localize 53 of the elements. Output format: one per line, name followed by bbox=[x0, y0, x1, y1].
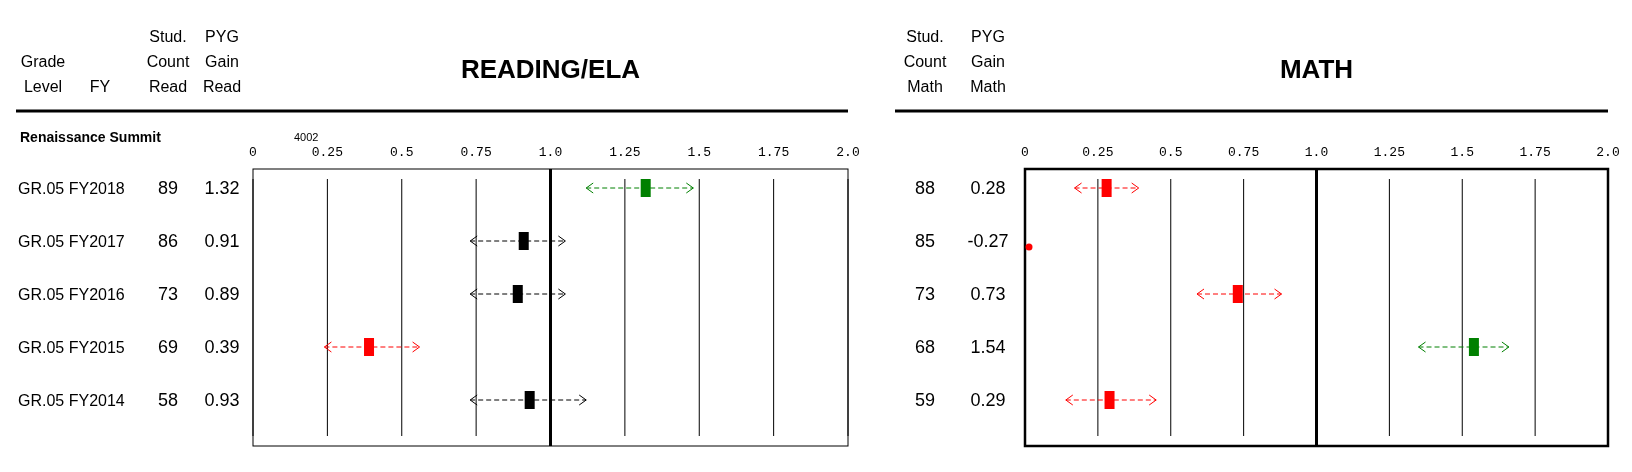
data-label: 88 bbox=[914, 178, 936, 198]
data-label: 0.91 bbox=[204, 231, 240, 251]
data-label: 0.28 bbox=[970, 178, 1006, 198]
x-tick-label: 1.75 bbox=[1519, 145, 1551, 160]
x-tick-label: 0.25 bbox=[1082, 145, 1114, 160]
x-tick-label: 0 bbox=[249, 145, 257, 160]
data-label: 0.73 bbox=[970, 284, 1006, 304]
x-tick-label: 1.0 bbox=[538, 145, 563, 160]
chart-title: READING/ELA bbox=[460, 54, 641, 84]
data-label: 0.89 bbox=[204, 284, 240, 304]
data-label: 68 bbox=[914, 337, 936, 357]
data-label: 73 bbox=[914, 284, 936, 304]
data-label: 86 bbox=[157, 231, 179, 251]
x-tick-label: 1.75 bbox=[758, 145, 790, 160]
data-label: 59 bbox=[914, 390, 936, 410]
text: PYG Gain Math bbox=[970, 28, 1006, 95]
x-tick-label: 0.75 bbox=[460, 145, 492, 160]
text: 4002 bbox=[294, 131, 319, 143]
x-tick-label: 0 bbox=[1021, 145, 1029, 160]
chart-title: MATH bbox=[1279, 54, 1354, 84]
data-label: 1.32 bbox=[204, 178, 240, 198]
y-tick-label: GR.05 FY2015 bbox=[18, 339, 125, 356]
data-label: 89 bbox=[157, 178, 179, 198]
data-label: 0.39 bbox=[204, 337, 240, 357]
data-label: 73 bbox=[157, 284, 179, 304]
text: Grade Level bbox=[20, 53, 66, 95]
text: Renaissance Summit bbox=[20, 129, 162, 145]
text: FY bbox=[89, 78, 111, 95]
x-tick-label: 0.5 bbox=[1159, 145, 1183, 160]
text: PYG Gain Read bbox=[202, 28, 242, 95]
x-tick-label: 2.0 bbox=[1596, 145, 1620, 160]
x-tick-label: 0.75 bbox=[1228, 145, 1260, 160]
x-tick-label: 0.5 bbox=[390, 145, 414, 160]
text: Stud. Count Math bbox=[903, 28, 947, 95]
data-label: 0.29 bbox=[970, 390, 1006, 410]
x-tick-label: 0.25 bbox=[311, 145, 343, 160]
x-tick-label: 1.25 bbox=[609, 145, 641, 160]
y-tick-label: GR.05 FY2014 bbox=[18, 392, 125, 409]
data-label: 69 bbox=[157, 337, 179, 357]
text: -0.27 bbox=[967, 231, 1009, 251]
y-tick-label: GR.05 FY2017 bbox=[18, 233, 125, 250]
data-label: 85 bbox=[914, 231, 936, 251]
y-tick-label: GR.05 FY2018 bbox=[18, 180, 125, 197]
data-label: 0.93 bbox=[204, 390, 240, 410]
text: Stud. Count Read bbox=[146, 28, 190, 95]
x-tick-label: 1.5 bbox=[687, 145, 711, 160]
x-tick-label: 1.5 bbox=[1450, 145, 1474, 160]
x-tick-label: 1.25 bbox=[1373, 145, 1405, 160]
y-tick-label: GR.05 FY2016 bbox=[18, 286, 125, 303]
x-tick-label: 2.0 bbox=[836, 145, 860, 160]
x-tick-label: 1.0 bbox=[1304, 145, 1329, 160]
data-label: 58 bbox=[157, 390, 179, 410]
data-label: 1.54 bbox=[970, 337, 1006, 357]
